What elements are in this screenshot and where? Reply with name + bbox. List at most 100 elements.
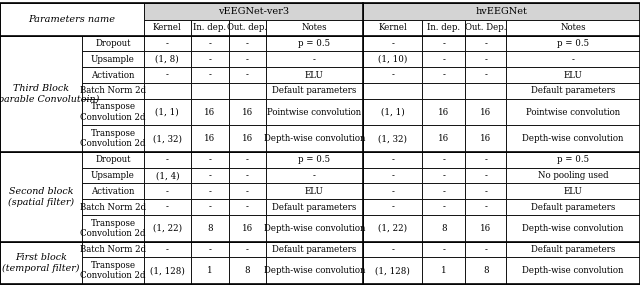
Bar [266,242,363,257]
Bar [229,99,266,125]
Bar [144,152,191,168]
Bar [465,168,506,183]
Bar [191,199,229,215]
Bar [506,51,640,67]
Text: -: - [246,245,249,254]
Text: -: - [484,155,487,164]
Bar [465,51,506,67]
Text: Dropout: Dropout [95,155,131,164]
Bar [266,67,363,83]
Bar [229,152,266,168]
Bar [363,20,422,36]
Text: p = 0.5: p = 0.5 [298,155,330,164]
Bar [0,152,82,242]
Bar [229,36,266,51]
Text: 8: 8 [207,224,212,233]
Text: Notes: Notes [560,23,586,32]
Text: hvEEGNet: hvEEGNet [476,7,527,16]
Text: vEEGNet-ver3: vEEGNet-ver3 [218,7,289,16]
Text: -: - [442,245,445,254]
Bar [191,125,229,152]
Bar [465,242,506,257]
Text: -: - [484,55,487,64]
Text: Depth-wise convolution: Depth-wise convolution [522,134,624,143]
Bar [191,152,229,168]
Text: Kernel: Kernel [378,23,407,32]
Bar [144,3,363,20]
Bar [82,83,144,99]
Bar [422,168,465,183]
Bar [144,99,191,125]
Bar [229,242,266,257]
Text: -: - [484,187,487,196]
Bar [229,183,266,199]
Bar [229,125,266,152]
Bar [506,125,640,152]
Bar [82,125,144,152]
Bar [82,36,144,51]
Text: -: - [391,155,394,164]
Bar [506,99,640,125]
Bar [465,83,506,99]
Bar [506,83,640,99]
Bar [465,257,506,284]
Bar [363,183,422,199]
Text: -: - [391,203,394,212]
Bar [266,257,363,284]
Text: (1, 128): (1, 128) [375,266,410,275]
Text: -: - [166,71,169,79]
Bar [266,125,363,152]
Bar [422,199,465,215]
Text: ELU: ELU [564,187,582,196]
Text: Default parameters: Default parameters [272,86,356,95]
Bar [144,183,191,199]
Bar [191,257,229,284]
Bar [363,199,422,215]
Text: -: - [442,203,445,212]
Bar [82,183,144,199]
Bar [465,125,506,152]
Bar [266,99,363,125]
Bar [191,36,229,51]
Text: -: - [209,71,211,79]
Text: Parameters name: Parameters name [29,15,115,24]
Bar [363,3,640,20]
Bar [465,183,506,199]
Text: Batch Norm 2d: Batch Norm 2d [80,203,146,212]
Text: -: - [246,187,249,196]
Bar [266,83,363,99]
Text: -: - [246,171,249,180]
Bar [422,36,465,51]
Text: -: - [442,155,445,164]
Text: -: - [209,55,211,64]
Bar [465,199,506,215]
Text: Third Block
(Separable Convolutoin): Third Block (Separable Convolutoin) [0,84,100,104]
Bar [191,183,229,199]
Bar [82,242,144,257]
Text: (1, 4): (1, 4) [156,171,179,180]
Text: Batch Norm 2d: Batch Norm 2d [80,86,146,95]
Bar [422,51,465,67]
Bar [506,199,640,215]
Bar [144,257,191,284]
Bar [363,125,422,152]
Bar [363,83,422,99]
Bar [506,36,640,51]
Text: Dropout: Dropout [95,39,131,48]
Bar [144,83,191,99]
Bar [266,183,363,199]
Text: 16: 16 [204,134,216,143]
Bar [506,183,640,199]
Text: Upsample: Upsample [91,171,135,180]
Text: 16: 16 [480,108,492,117]
Text: Upsample: Upsample [91,55,135,64]
Bar [82,215,144,242]
Text: -: - [484,245,487,254]
Text: In. dep.: In. dep. [193,23,227,32]
Bar [422,257,465,284]
Text: -: - [484,171,487,180]
Bar [229,257,266,284]
Text: 16: 16 [242,134,253,143]
Text: (1, 22): (1, 22) [378,224,407,233]
Bar [82,67,144,83]
